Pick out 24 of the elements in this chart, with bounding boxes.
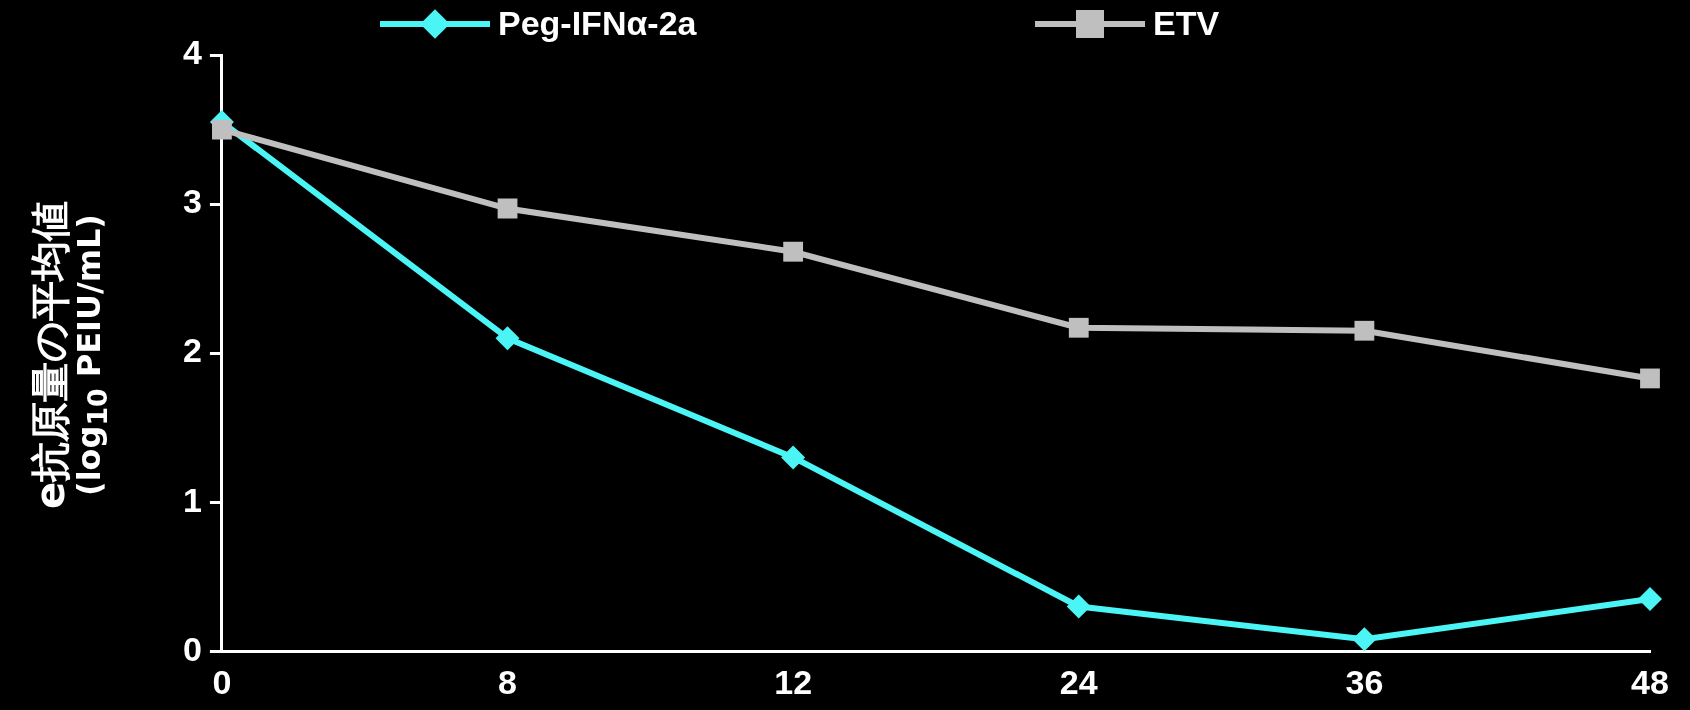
legend-label: ETV	[1153, 4, 1220, 43]
point	[1352, 627, 1377, 652]
point	[495, 326, 520, 351]
x-tick-label: 24	[1059, 662, 1098, 701]
x-tick-label: 8	[498, 662, 517, 701]
y-tick-label: 4	[182, 33, 202, 72]
y-tick-label: 0	[182, 629, 202, 668]
y-tick-label: 3	[182, 182, 202, 221]
x-tick-label: 48	[1631, 662, 1669, 701]
legend-label: Peg-IFNα-2a	[498, 4, 697, 43]
point	[1354, 320, 1375, 341]
point	[1640, 368, 1660, 389]
point	[1638, 587, 1662, 612]
point	[497, 198, 518, 219]
point	[1066, 594, 1091, 619]
point	[1068, 317, 1089, 338]
y-tick-label: 1	[182, 480, 202, 519]
point	[781, 445, 806, 470]
point	[783, 241, 804, 262]
x-tick-label: 12	[774, 662, 813, 701]
point	[212, 119, 232, 140]
x-tick-label: 0	[212, 662, 232, 701]
y-tick-label: 2	[182, 331, 202, 370]
x-tick-label: 36	[1345, 662, 1384, 701]
